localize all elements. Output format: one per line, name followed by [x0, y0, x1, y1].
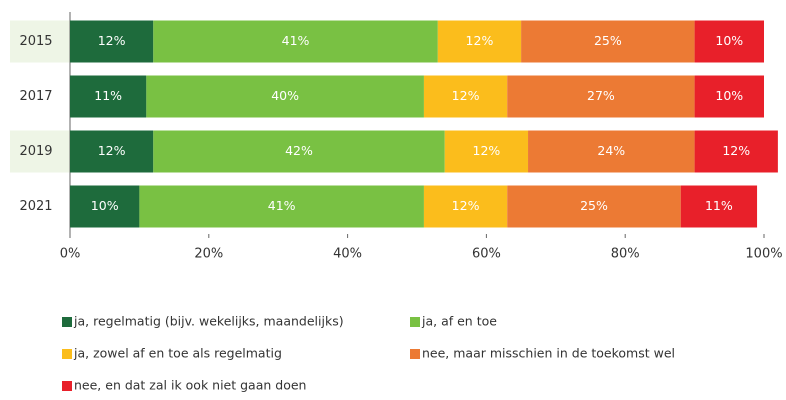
value-label: 42% [285, 143, 313, 158]
value-label: 12% [722, 143, 750, 158]
x-tick-label: 20% [194, 247, 223, 262]
value-label: 41% [268, 198, 296, 213]
value-label: 27% [587, 88, 615, 103]
legend-label: ja, zowel af en toe als regelmatig [73, 346, 282, 361]
legend-label: ja, af en toe [421, 314, 497, 329]
legend-swatch [410, 349, 420, 359]
value-label: 12% [452, 198, 480, 213]
legend-swatch [62, 317, 72, 327]
value-label: 12% [473, 143, 501, 158]
bar-segment [521, 20, 695, 63]
value-label: 25% [594, 33, 622, 48]
legend-swatch [410, 317, 420, 327]
bar-segment [423, 185, 508, 228]
y-tick-label: 2021 [19, 199, 52, 214]
bar-segment [444, 130, 529, 173]
category-band [10, 130, 70, 173]
bar-segment [70, 75, 147, 118]
bar-segment [680, 185, 758, 228]
category-band [10, 20, 70, 63]
bar-segment [507, 185, 681, 228]
bar-segment [153, 130, 445, 173]
bar-segment [423, 75, 508, 118]
x-tick-label: 0% [60, 247, 81, 262]
value-label: 24% [597, 143, 625, 158]
value-label: 12% [452, 88, 480, 103]
value-label: 11% [94, 88, 122, 103]
value-label: 40% [271, 88, 299, 103]
bar-segment [70, 185, 140, 228]
x-tick-label: 60% [472, 247, 501, 262]
bar-segment [694, 130, 778, 173]
value-label: 12% [98, 143, 126, 158]
value-label: 12% [466, 33, 494, 48]
value-label: 41% [282, 33, 310, 48]
bar-segment [694, 20, 764, 63]
legend-swatch [62, 381, 72, 391]
legend-label: nee, maar misschien in de toekomst wel [422, 346, 675, 361]
y-tick-label: 2015 [19, 34, 52, 49]
value-label: 10% [715, 33, 743, 48]
bar-segment [70, 130, 154, 173]
x-tick-label: 100% [745, 247, 782, 262]
legend-label: nee, en dat zal ik ook niet gaan doen [74, 378, 306, 393]
y-tick-label: 2019 [19, 144, 52, 159]
bar-segment [70, 20, 154, 63]
bar-segment [694, 75, 764, 118]
value-label: 12% [98, 33, 126, 48]
value-label: 10% [91, 198, 119, 213]
value-label: 11% [705, 198, 733, 213]
legend-swatch [62, 349, 72, 359]
x-tick-label: 80% [611, 247, 640, 262]
bar-segment [437, 20, 522, 63]
x-tick-label: 40% [333, 247, 362, 262]
bar-segment [528, 130, 695, 173]
bar-segment [153, 20, 438, 63]
bar-segment [146, 75, 424, 118]
bar-segment [139, 185, 424, 228]
value-label: 25% [580, 198, 608, 213]
value-label: 10% [715, 88, 743, 103]
bar-segment [507, 75, 695, 118]
y-tick-label: 2017 [19, 89, 52, 104]
legend-label: ja, regelmatig (bijv. wekelijks, maandel… [73, 314, 344, 329]
